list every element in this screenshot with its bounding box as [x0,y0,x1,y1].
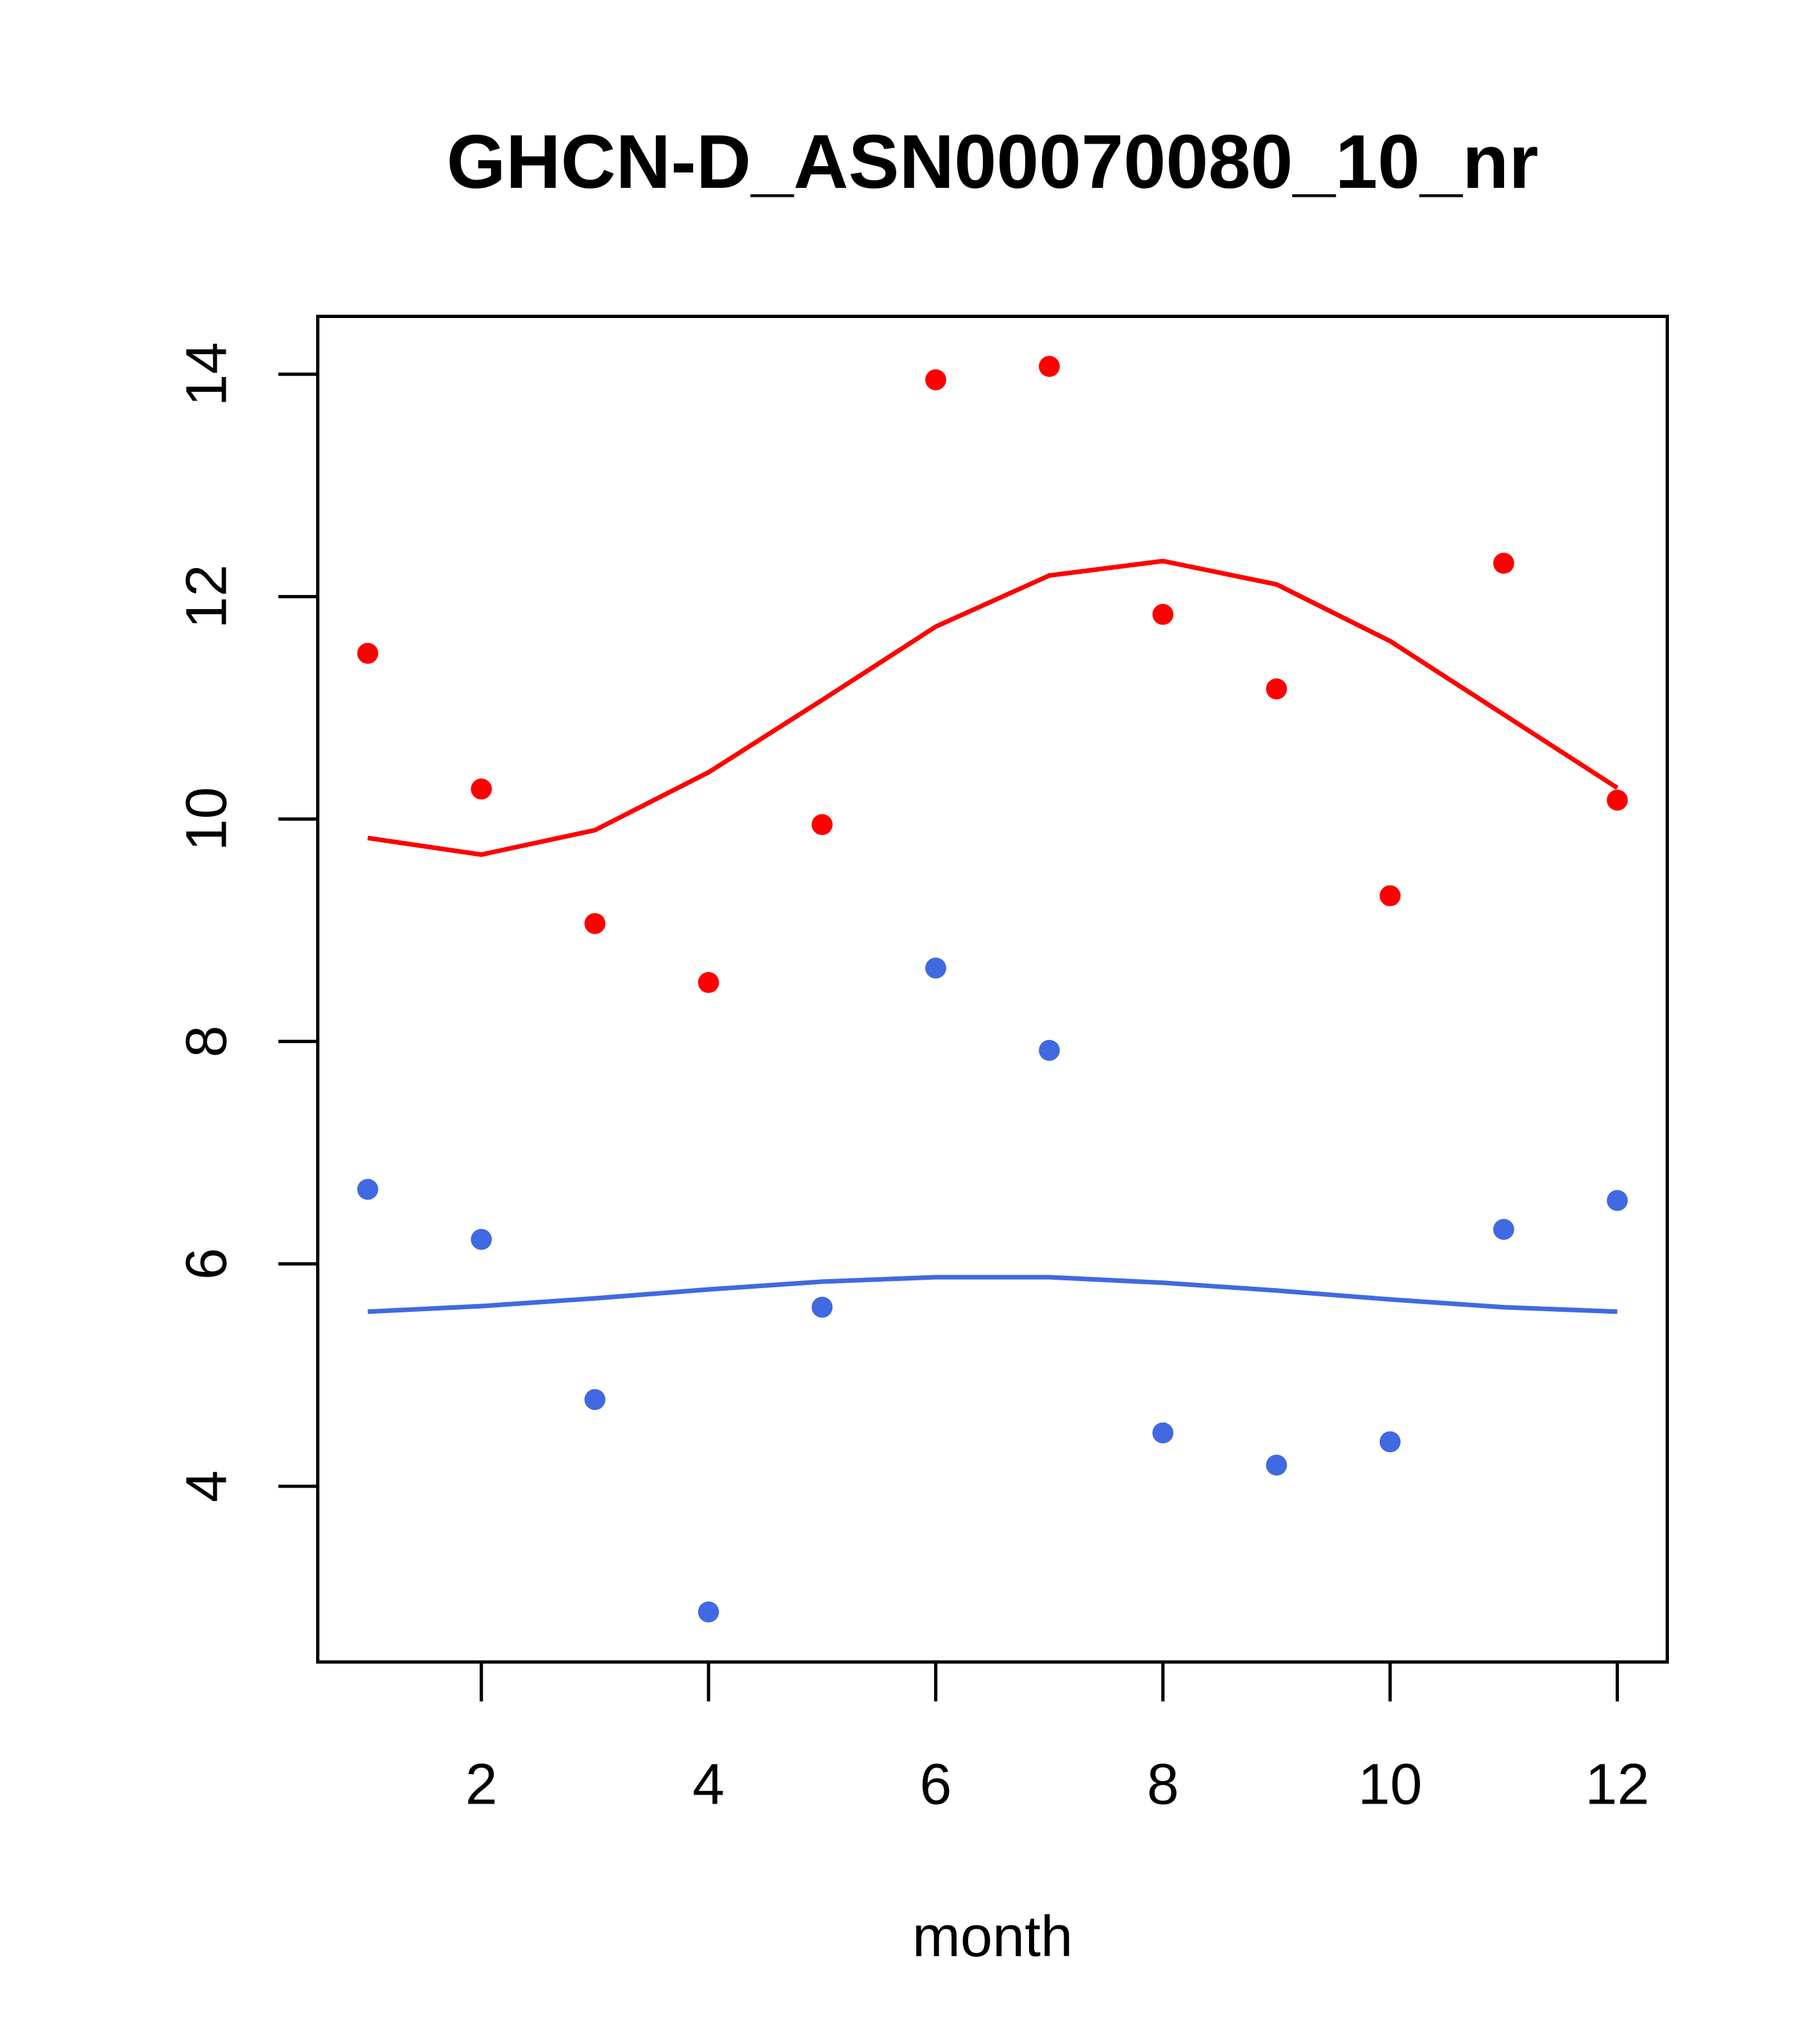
x-tick-label: 6 [919,1752,951,1816]
x-tick-label: 10 [1358,1752,1422,1816]
y-tick-label: 12 [174,564,239,628]
data-point [1379,1431,1401,1453]
y-tick-label: 10 [174,787,239,851]
data-point [1152,603,1174,625]
data-point [925,957,946,979]
y-axis: 4 6 8 10 12 14 [174,342,318,1502]
x-tick-label: 8 [1147,1752,1179,1816]
x-tick-label: 2 [465,1752,498,1816]
data-point [1266,678,1287,699]
data-point [584,913,606,934]
x-tick-label: 4 [692,1752,724,1816]
data-point [471,1228,492,1250]
data-point [1039,356,1060,377]
series-line [367,1275,1618,1314]
y-tick-label: 14 [174,342,239,406]
data-point [698,1601,719,1623]
data-point [357,1178,378,1200]
x-axis-label: month [912,1904,1073,1969]
data-point [1379,885,1401,907]
plot-frame [316,314,1670,1664]
data-point [1493,1219,1514,1240]
data-point [698,972,719,993]
data-point [584,1389,606,1411]
y-tick-label: 8 [174,1025,239,1057]
series-line [367,558,1619,857]
data-point [1039,1039,1060,1061]
data-point [1607,1189,1628,1211]
data-point [811,814,833,835]
data-point [811,1296,833,1318]
plot-marks [357,356,1628,1623]
data-point [471,778,492,800]
chart-title: GHCN-D_ASN00070080_10_nr [447,119,1539,205]
data-point [1266,1454,1287,1476]
data-point [357,642,378,664]
data-point [925,369,946,390]
y-tick-label: 4 [174,1470,239,1502]
y-tick-label: 6 [174,1248,239,1280]
data-point [1493,553,1514,574]
x-tick-label: 12 [1585,1752,1649,1816]
data-point [1152,1422,1174,1444]
x-axis: 2 4 6 8 10 12 [465,1662,1650,1816]
data-point [1607,789,1628,811]
